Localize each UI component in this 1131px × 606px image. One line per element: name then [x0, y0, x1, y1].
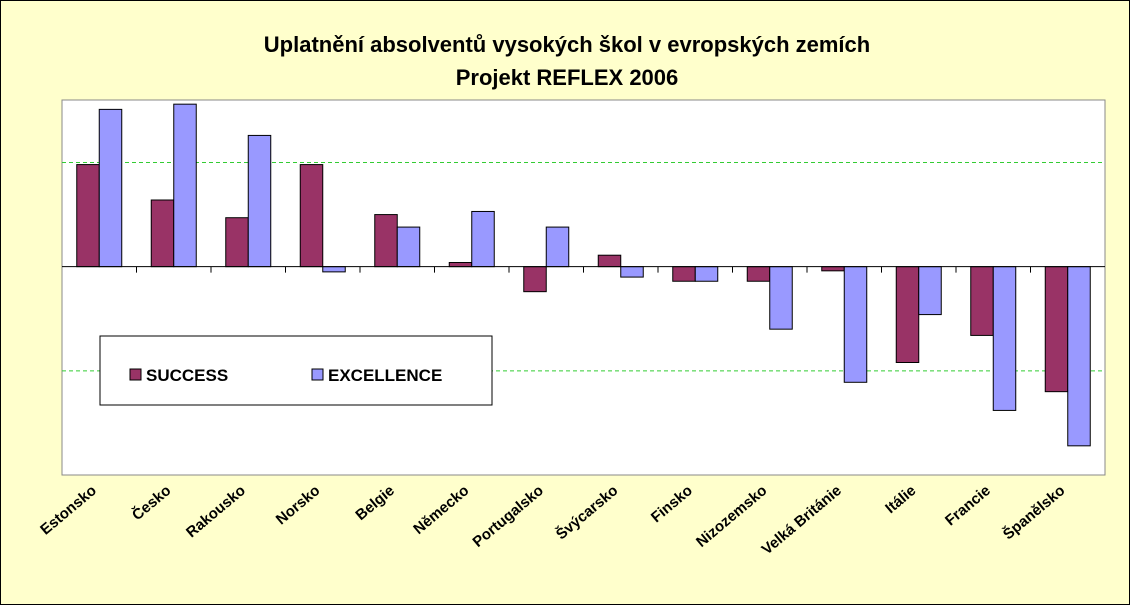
bar — [672, 266, 696, 282]
bar — [970, 266, 994, 336]
bar — [620, 266, 644, 278]
legend-swatch — [129, 368, 142, 381]
bar — [769, 266, 793, 330]
bar — [299, 164, 324, 268]
bar — [821, 266, 845, 272]
bar — [173, 103, 197, 268]
bar — [98, 108, 123, 268]
bar — [396, 226, 421, 268]
bar — [523, 266, 547, 293]
bar — [992, 266, 1017, 411]
bar — [1044, 266, 1069, 393]
legend-swatch — [311, 368, 324, 381]
chart-subtitle: Projekt REFLEX 2006 — [456, 65, 679, 90]
bar — [843, 266, 868, 383]
bar — [76, 164, 100, 268]
chart-title: Uplatnění absolventů vysokých škol v evr… — [264, 32, 870, 57]
bar — [150, 199, 175, 268]
legend — [99, 335, 493, 406]
legend-label: EXCELLENCE — [328, 366, 442, 385]
bar — [225, 217, 249, 268]
bar — [545, 226, 570, 268]
bar — [597, 254, 622, 268]
legend-label: SUCCESS — [146, 366, 228, 385]
bar — [895, 266, 920, 363]
bar — [1067, 266, 1091, 447]
bar — [918, 266, 942, 316]
bar — [694, 266, 719, 282]
plot-area — [61, 99, 1106, 476]
bar — [448, 262, 473, 268]
bar — [247, 134, 272, 268]
bar — [322, 266, 346, 273]
bar — [374, 214, 398, 268]
bar — [471, 210, 495, 268]
bar — [746, 266, 771, 282]
